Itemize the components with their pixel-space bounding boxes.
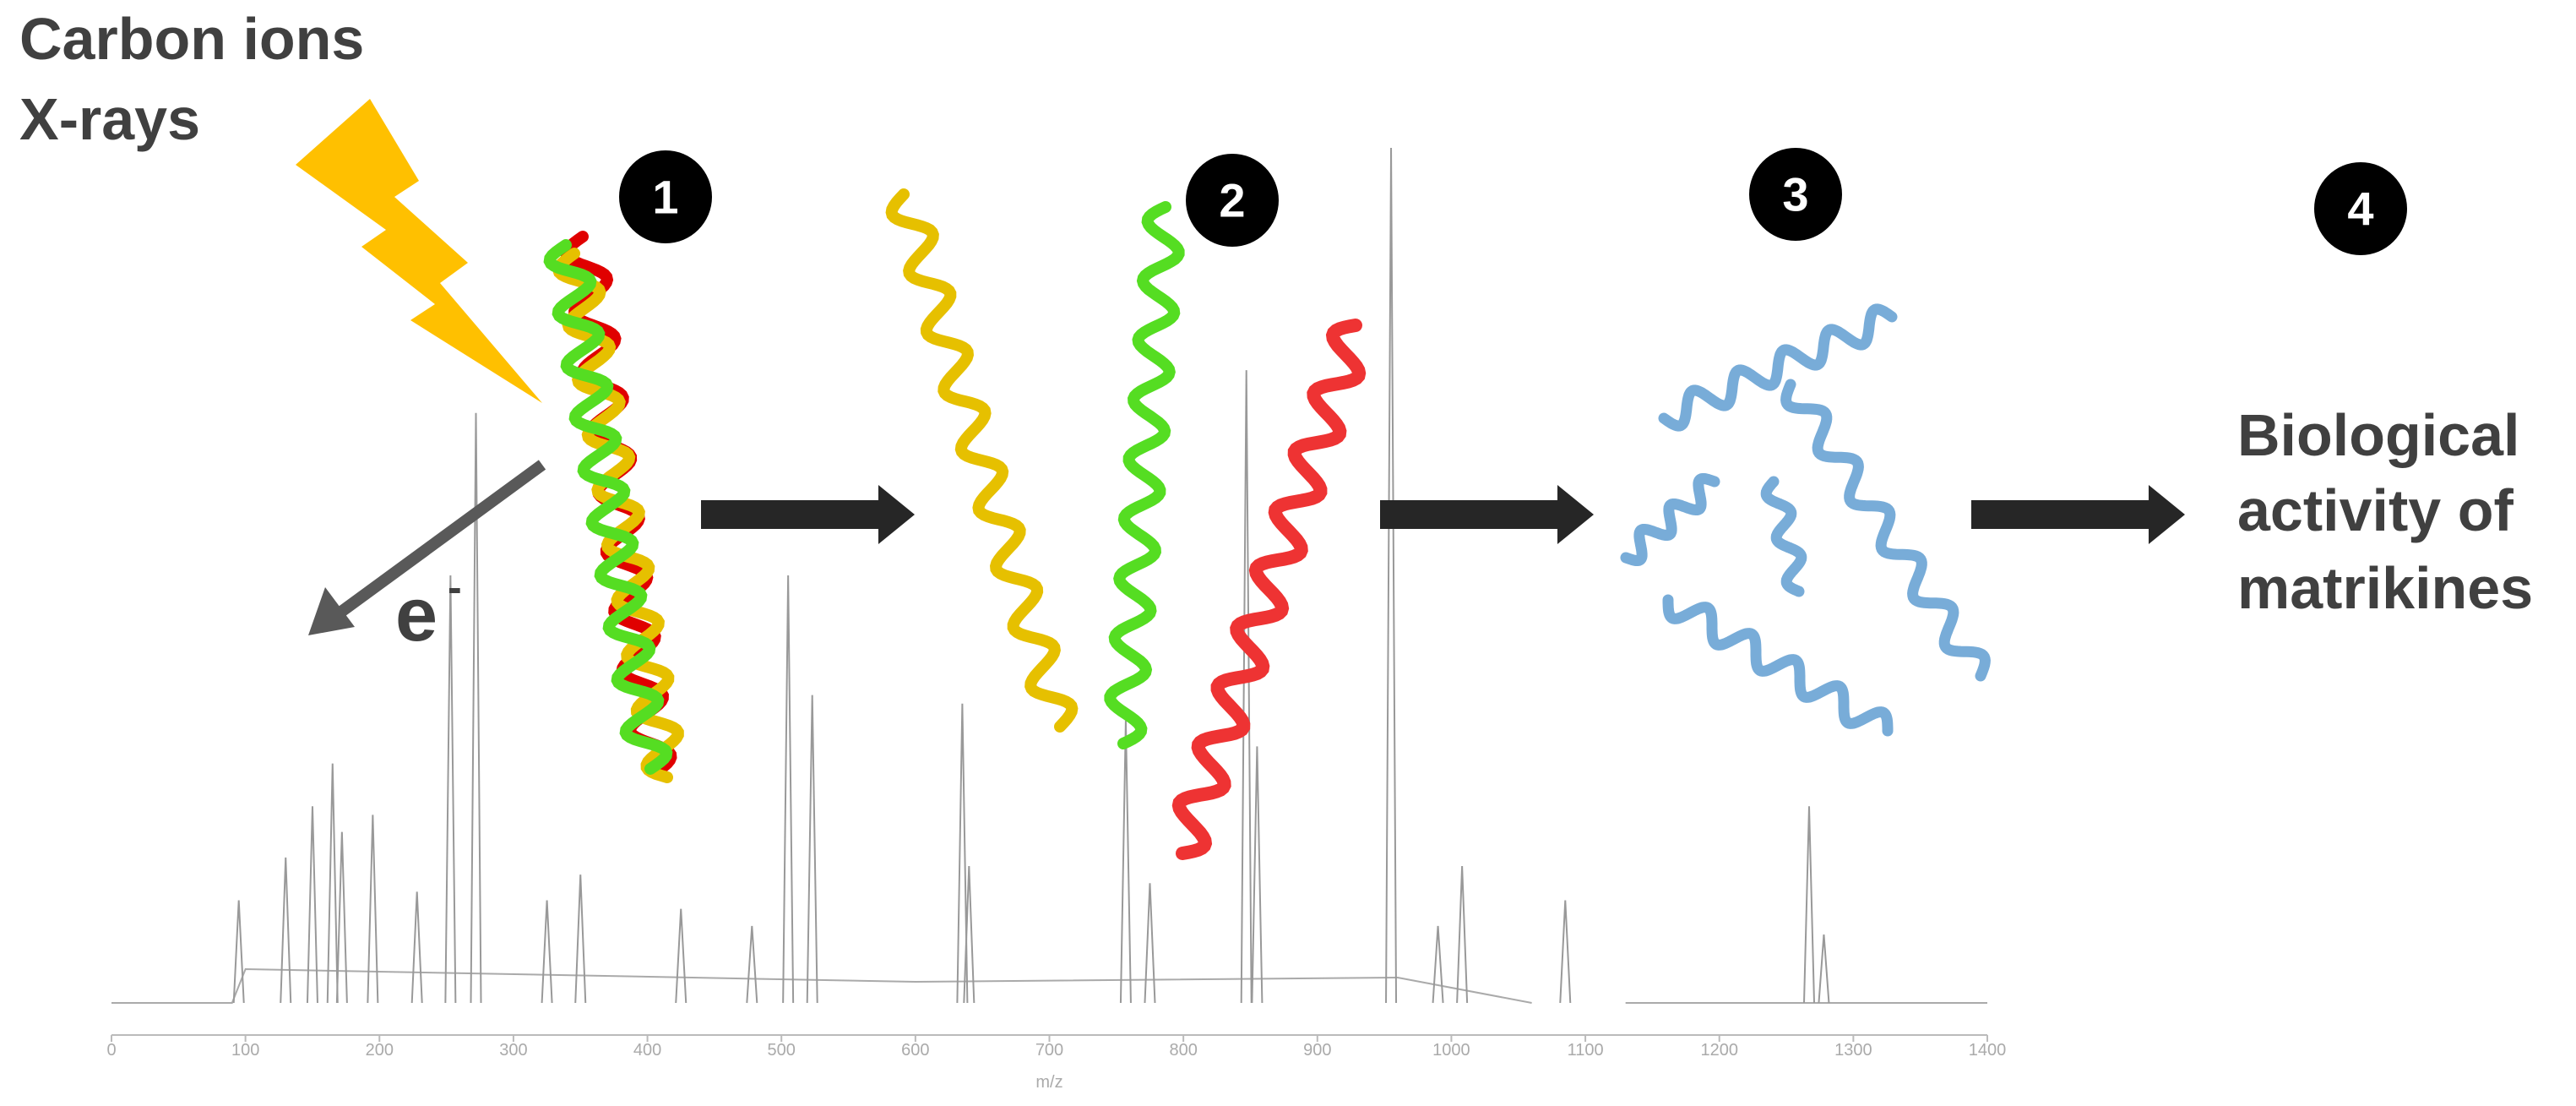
- peak: [232, 900, 245, 1004]
- x-tick-label: 900: [1303, 1041, 1331, 1060]
- helix: [1780, 379, 1991, 682]
- peak: [367, 815, 379, 1004]
- x-tick-label: 400: [633, 1041, 661, 1060]
- source-label: Carbon ions: [19, 6, 364, 72]
- peak: [410, 891, 423, 1004]
- peak: [1240, 370, 1253, 1004]
- electron-label: e: [395, 573, 437, 657]
- step-number: 3: [1782, 168, 1808, 221]
- helix: [543, 239, 673, 775]
- peak: [1559, 900, 1572, 1004]
- peak: [280, 857, 292, 1004]
- peak: [470, 412, 482, 1004]
- peak: [782, 575, 795, 1004]
- peak: [1432, 925, 1444, 1004]
- x-tick-label: 1100: [1568, 1041, 1604, 1060]
- helix: [1662, 594, 1894, 737]
- x-tick-label: 1200: [1700, 1041, 1738, 1060]
- x-tick-label: 500: [768, 1041, 796, 1060]
- peak: [306, 806, 318, 1004]
- peak: [326, 763, 339, 1004]
- x-tick-label: 600: [901, 1041, 929, 1060]
- helix: [1658, 303, 1898, 432]
- x-axis-label: m/z: [1035, 1073, 1062, 1092]
- x-tick-label: 100: [231, 1041, 259, 1060]
- x-tick-label: 800: [1169, 1041, 1197, 1060]
- peak: [1119, 721, 1132, 1004]
- helix: [1104, 201, 1185, 749]
- spectrum: 0 100 200 300 400 500 600 700 800 900 1000 1100 1200…: [106, 147, 2007, 1092]
- electron-arrow: [334, 460, 546, 619]
- peak: [963, 866, 976, 1004]
- step-3: 3: [1749, 148, 1842, 241]
- step-number: 2: [1219, 174, 1245, 227]
- peak: [574, 874, 587, 1004]
- peak: [541, 900, 553, 1004]
- x-tick-label: 200: [366, 1041, 394, 1060]
- step-4: 4: [2314, 162, 2407, 255]
- peak: [1803, 806, 1815, 1004]
- x-tick-label: 1300: [1834, 1041, 1872, 1060]
- peak: [956, 703, 969, 1004]
- helix: [1620, 473, 1720, 566]
- x-tick-label: 1400: [1969, 1041, 2007, 1060]
- step-number: 1: [652, 171, 678, 224]
- peak: [1456, 866, 1469, 1004]
- outcome-label: matrikines: [2237, 555, 2533, 621]
- x-tick-label: 1000: [1432, 1041, 1470, 1060]
- helix: [1171, 319, 1367, 860]
- peak: [1251, 746, 1264, 1004]
- peak: [335, 831, 348, 1004]
- peak: [675, 908, 687, 1004]
- step-2: 2: [1186, 154, 1279, 247]
- peak: [444, 575, 457, 1004]
- step-1: 1: [619, 150, 712, 243]
- peak: [806, 695, 818, 1004]
- electron-charge: -: [448, 564, 462, 611]
- electron-arrow-head: [308, 587, 355, 635]
- helix: [1760, 476, 1807, 597]
- outcome-label: activity of: [2237, 477, 2514, 543]
- peak: [746, 925, 758, 1004]
- x-tick-label: 300: [499, 1041, 527, 1060]
- source-label: X-rays: [19, 86, 200, 152]
- step-number: 4: [2347, 183, 2373, 236]
- peak: [1385, 147, 1398, 1004]
- helix: [885, 188, 1079, 733]
- x-tick-label: 700: [1035, 1041, 1063, 1060]
- x-tick-label: 0: [106, 1041, 116, 1060]
- baseline: [111, 967, 1532, 1004]
- lightning: [296, 99, 542, 403]
- process-arrows: [701, 485, 2185, 544]
- peak: [1144, 883, 1156, 1004]
- outcome-label: Biological: [2237, 402, 2519, 468]
- peak: [1818, 934, 1830, 1004]
- helices: [543, 188, 1991, 860]
